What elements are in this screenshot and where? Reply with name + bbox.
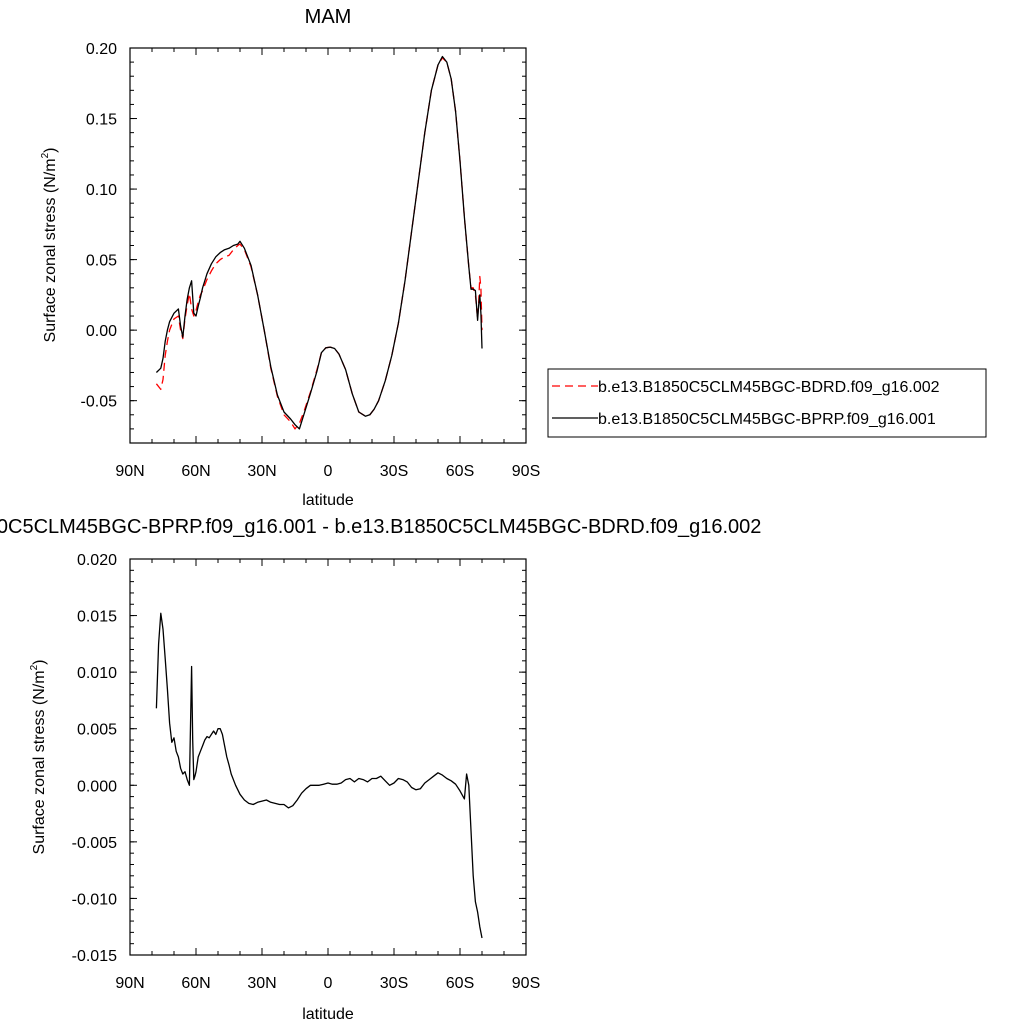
y-tick-label: 0.15 <box>86 112 117 129</box>
x-tick-label: 30S <box>380 975 408 992</box>
y-tick-label: 0.015 <box>77 609 117 626</box>
legend-entry-bprp: b.e13.B1850C5CLM45BGC-BPRP.f09_g16.001 <box>598 411 936 428</box>
legend-entry-bdrd: b.e13.B1850C5CLM45BGC-BDRD.f09_g16.002 <box>598 379 940 396</box>
y-tick-label: 0.010 <box>77 665 117 682</box>
x-tick-label: 90S <box>512 975 540 992</box>
top-chart: MAM 90N 60N 30N 0 30S 60S 90S -0.05 0.00 0.05 0.10… <box>40 6 540 509</box>
chart-title: MAM <box>305 6 352 28</box>
x-tick-label: 90N <box>115 975 144 992</box>
x-tick-label: 60S <box>446 975 474 992</box>
x-tick-label: 30S <box>380 463 408 480</box>
axis-ticks: 90N 60N 30N 0 30S 60S 90S -0.05 0.00 0.05 0.10 0.15… <box>81 41 541 480</box>
y-tick-label: -0.005 <box>72 835 117 852</box>
x-tick-label: 90N <box>115 463 144 480</box>
y-tick-label: 0.020 <box>77 552 117 569</box>
y-axis-label: Surface zonal stress (N/m2) <box>29 660 48 855</box>
y-tick-label: -0.05 <box>81 394 118 411</box>
axis-ticks: 90N 60N 30N 0 30S 60S 90S -0.015 -0.010 -0.005 0.0… <box>72 552 541 992</box>
y-tick-label: -0.015 <box>72 948 117 965</box>
x-tick-label: 90S <box>512 463 540 480</box>
x-axis-label: latitude <box>302 1006 354 1023</box>
y-tick-label: 0.05 <box>86 253 117 270</box>
series-lines <box>155 55 483 430</box>
y-tick-label: 0.000 <box>77 778 117 795</box>
x-tick-label: 60N <box>181 463 210 480</box>
legend: b.e13.B1850C5CLM45BGC-BDRD.f09_g16.002 b… <box>547 368 987 438</box>
x-tick-label: 30N <box>247 975 276 992</box>
y-tick-label: -0.010 <box>72 891 117 908</box>
series-lines <box>155 612 483 939</box>
x-axis-label: latitude <box>302 492 354 509</box>
series-line-1 <box>155 55 483 430</box>
x-tick-label: 30N <box>247 463 276 480</box>
x-tick-label: 60N <box>181 975 210 992</box>
x-tick-label: 0 <box>324 975 333 992</box>
bottom-chart: b.e13.B1850C5CLM45BGC-BPRP.f09_g16.001 -… <box>0 516 761 1023</box>
series-line-0 <box>155 612 483 939</box>
y-tick-label: 0.005 <box>77 722 117 739</box>
y-axis-label: Surface zonal stress (N/m2) <box>40 148 59 343</box>
y-tick-label: 0.00 <box>86 323 117 340</box>
x-tick-label: 0 <box>324 463 333 480</box>
y-tick-label: 0.10 <box>86 182 117 199</box>
legend-box <box>547 368 987 438</box>
x-tick-label: 60S <box>446 463 474 480</box>
y-tick-label: 0.20 <box>86 41 117 58</box>
chart-title: b.e13.B1850C5CLM45BGC-BPRP.f09_g16.001 -… <box>0 516 761 538</box>
series-line-0 <box>155 57 483 430</box>
